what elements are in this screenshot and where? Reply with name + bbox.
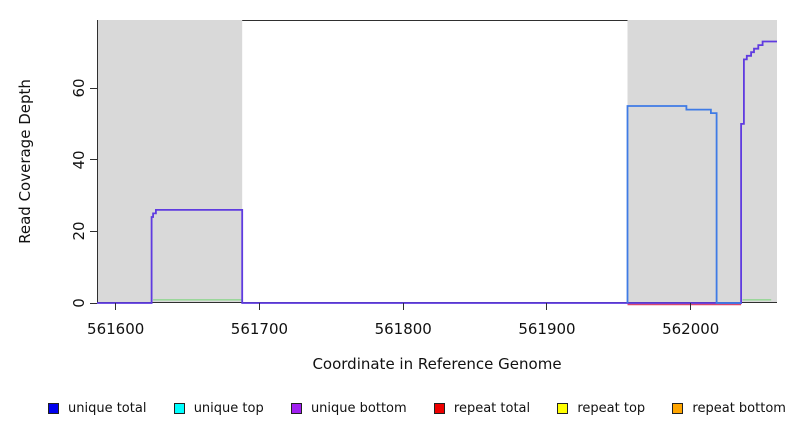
y-tick-label: 0 — [70, 298, 88, 308]
x-tick-mark — [258, 303, 260, 310]
y-tick-label: 20 — [70, 221, 88, 241]
x-tick-label: 561800 — [374, 320, 432, 338]
y-tick-mark — [90, 230, 97, 232]
legend-swatch-icon — [48, 402, 59, 414]
legend-swatch-icon — [557, 402, 569, 414]
legend-swatch-icon — [433, 402, 445, 414]
legend-label: unique total — [68, 400, 147, 416]
y-tick-mark — [90, 159, 97, 161]
x-tick-label: 561600 — [87, 320, 145, 338]
series-unique-bottom-steps — [97, 40, 777, 304]
legend-label: unique bottom — [310, 400, 407, 416]
x-tick-label: 562000 — [662, 320, 720, 338]
y-tick-label: 40 — [70, 150, 88, 170]
x-tick-mark — [402, 303, 404, 310]
x-axis-title: Coordinate in Reference Genome — [312, 355, 562, 373]
legend-item-unique-bottom: unique bottom — [290, 400, 407, 416]
x-tick-label: 561700 — [230, 320, 289, 338]
legend-label: unique top — [193, 400, 264, 416]
legend-swatch-icon — [173, 402, 185, 414]
legend-item-repeat-bottom: repeat bottom — [672, 401, 786, 416]
shaded-repeat-region — [627, 20, 777, 303]
y-tick-mark — [90, 87, 97, 89]
plot-canvas — [97, 20, 777, 306]
legend-item-repeat-top: repeat top — [557, 401, 645, 416]
shaded-repeat-region — [97, 20, 243, 303]
legend-item-unique-top: unique top — [173, 400, 264, 416]
legend-item-repeat-total: repeat total — [433, 400, 531, 416]
x-tick-mark — [115, 303, 117, 310]
y-tick-mark — [90, 302, 97, 304]
plot-area — [97, 20, 777, 306]
series-unique-total-steps — [626, 105, 742, 304]
y-axis-title: Read Coverage Depth — [16, 79, 34, 244]
legend-label: repeat top — [577, 400, 646, 416]
x-tick-mark — [546, 303, 548, 310]
legend-label: repeat bottom — [692, 400, 786, 416]
x-tick-label: 561900 — [518, 320, 576, 338]
legend-swatch-icon — [290, 402, 302, 414]
legend: unique total unique top unique bottom repea… — [48, 397, 786, 419]
y-tick-label: 60 — [70, 78, 88, 98]
x-tick-mark — [690, 303, 692, 310]
legend-item-unique-total: unique total — [48, 401, 146, 416]
legend-label: repeat total — [453, 400, 531, 416]
legend-swatch-icon — [672, 402, 684, 414]
